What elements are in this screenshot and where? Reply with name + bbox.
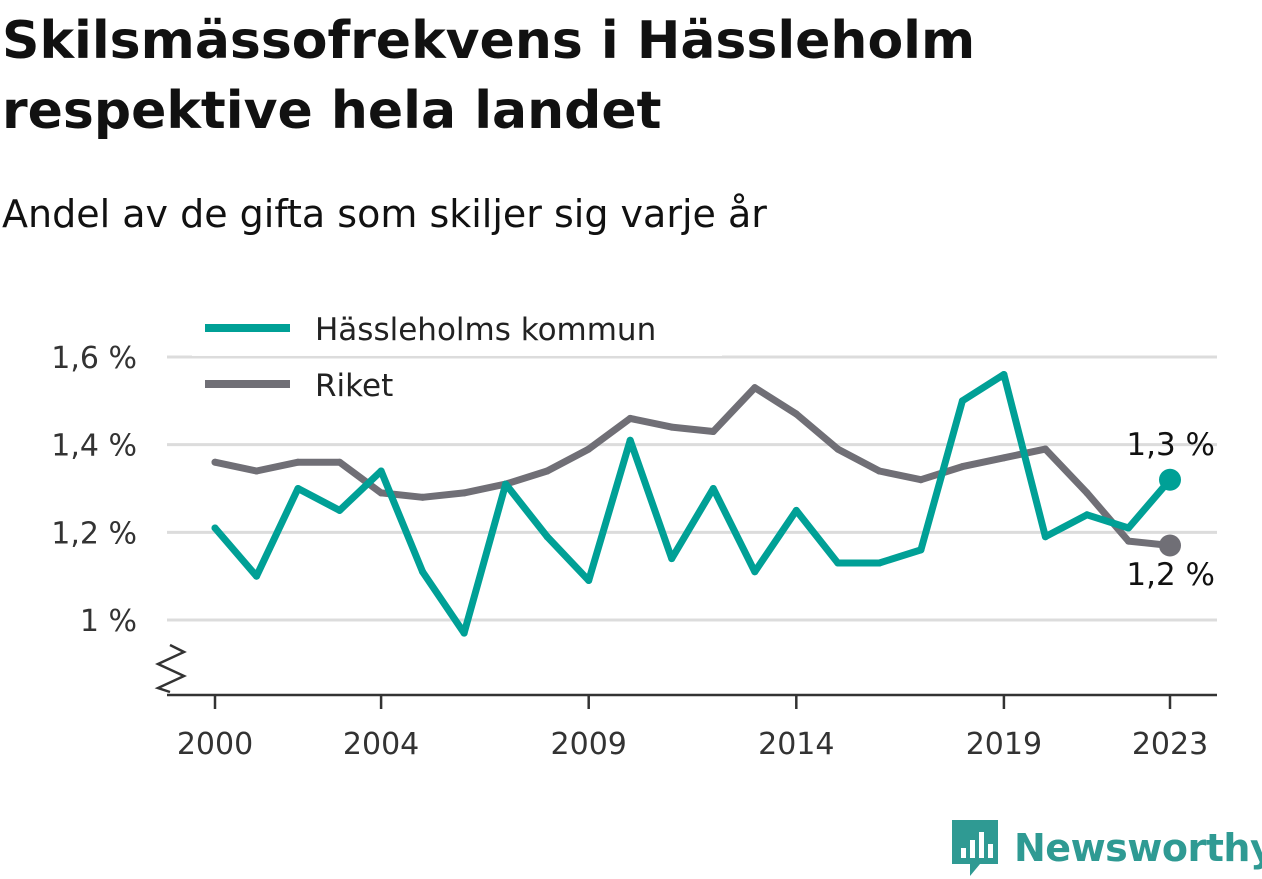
data-point [751, 384, 759, 392]
data-point [211, 458, 219, 466]
data-point [834, 445, 842, 453]
series-line-hassleholm [211, 371, 1174, 637]
data-point [1124, 524, 1132, 532]
newsworthy-logo-icon [952, 820, 998, 876]
data-point [1083, 511, 1091, 519]
legend-label-riket: Riket [315, 368, 393, 404]
end-labels: 1,3 % 1,2 % [1126, 427, 1215, 593]
data-point [834, 559, 842, 567]
chart-title: Skilsmässofrekvens i Hässleholm respekti… [2, 11, 976, 141]
x-axis: 2000 2004 2009 2014 2019 2023 [154, 643, 1217, 762]
x-tick-label: 2023 [1132, 727, 1208, 762]
data-point [502, 480, 510, 488]
data-point [377, 489, 385, 497]
legend: Hässleholms kommun Riket [192, 306, 722, 404]
data-point [419, 568, 427, 576]
x-tick-label: 2009 [551, 727, 627, 762]
data-point [626, 414, 634, 422]
series-layer [211, 371, 1181, 637]
end-label-hassleholm: 1,3 % [1126, 427, 1215, 463]
grid-lines [167, 355, 1217, 622]
data-point [294, 458, 302, 466]
data-point [792, 410, 800, 418]
data-point [917, 546, 925, 554]
x-tick-label: 2004 [343, 727, 419, 762]
chart-subtitle: Andel av de gifta som skiljer sig varje … [2, 192, 767, 236]
end-point-hassleholm [1159, 468, 1181, 491]
brand-name: Newsworthy [1014, 826, 1262, 870]
data-point [419, 493, 427, 501]
end-point-riket [1159, 534, 1181, 557]
data-point [253, 467, 261, 475]
y-tick-label: 1,6 % [51, 341, 137, 376]
data-point [668, 423, 676, 431]
x-tick-label: 2019 [966, 727, 1042, 762]
y-tick-label: 1,4 % [51, 429, 137, 464]
series-line-riket [211, 384, 1174, 549]
data-point [792, 506, 800, 514]
data-point [1083, 489, 1091, 497]
x-tick-label: 2014 [758, 727, 834, 762]
y-tick-label: 1 % [80, 604, 137, 639]
data-point [875, 467, 883, 475]
data-point [709, 485, 717, 492]
data-point [377, 467, 385, 475]
data-point [917, 476, 925, 484]
data-point [1000, 371, 1008, 379]
data-point [585, 445, 593, 453]
data-point [1041, 533, 1049, 541]
data-point [1124, 537, 1132, 545]
data-point [543, 467, 551, 475]
data-point [751, 568, 759, 576]
data-point [253, 572, 261, 580]
data-point [709, 428, 717, 436]
data-point [626, 436, 634, 444]
data-point [958, 397, 966, 405]
data-point [294, 485, 302, 492]
data-point [875, 559, 883, 567]
data-point [336, 458, 344, 466]
data-point [1041, 445, 1049, 453]
data-point [958, 463, 966, 471]
y-axis: 1 % 1,2 % 1,4 % 1,6 % [51, 341, 137, 639]
data-point [336, 506, 344, 514]
legend-label-hassleholm: Hässleholms kommun [315, 312, 656, 348]
data-point [585, 577, 593, 585]
data-point [543, 533, 551, 541]
y-tick-label: 1,2 % [51, 516, 137, 551]
data-point [211, 524, 219, 532]
y-axis-break-icon [154, 643, 187, 694]
data-point [460, 629, 468, 637]
data-point [460, 489, 468, 497]
data-point [668, 555, 676, 563]
end-label-riket: 1,2 % [1126, 557, 1215, 593]
data-point [1000, 454, 1008, 462]
x-tick-label: 2000 [177, 727, 253, 762]
newsworthy-brand: Newsworthy [950, 818, 1262, 878]
